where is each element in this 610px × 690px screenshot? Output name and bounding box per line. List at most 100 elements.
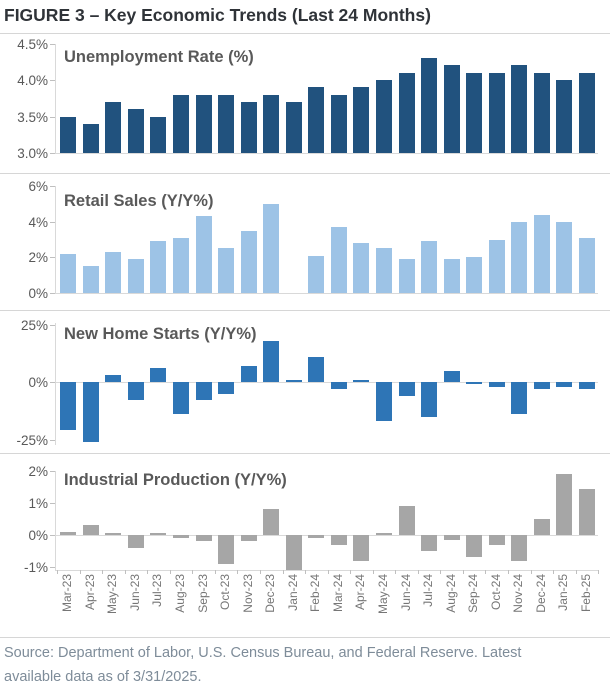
bar: [127, 259, 144, 293]
bar: [421, 382, 438, 417]
bar: [218, 535, 235, 564]
bar: [195, 94, 212, 153]
x-axis-tick: [192, 570, 194, 574]
x-axis-label: Feb-24: [308, 574, 323, 613]
x-axis-label: Oct-24: [488, 574, 503, 611]
bar: [127, 109, 144, 153]
bar: [556, 80, 573, 153]
y-axis-tick: [50, 439, 55, 441]
bar: [82, 266, 99, 293]
bar: [375, 382, 392, 422]
y-axis-tick: [50, 293, 55, 294]
x-axis-tick: [237, 570, 239, 574]
x-axis-tick: [462, 570, 464, 574]
x-axis-tick: [372, 570, 374, 574]
x-axis-tick: [327, 570, 329, 574]
bar: [443, 535, 460, 540]
bar: [173, 237, 190, 293]
x-axis-tick: [350, 570, 352, 574]
x-axis-label: Nov-23: [240, 574, 255, 613]
y-axis-tick: [50, 503, 55, 504]
x-axis-tick: [214, 570, 216, 574]
bar: [150, 533, 167, 535]
bar: [240, 101, 257, 153]
x-axis-label: Apr-23: [82, 574, 97, 611]
zero-line: [55, 293, 599, 294]
x-axis-label: Dec-23: [263, 574, 278, 613]
bar: [556, 474, 573, 535]
bar: [375, 248, 392, 293]
bar: [105, 101, 122, 153]
bar: [353, 535, 370, 561]
bar: [60, 116, 77, 153]
x-axis-label: Jan-25: [556, 574, 571, 611]
bar: [263, 509, 280, 535]
panel-unemployment-rate: 4.5% 4.0% 3.5% 3.0% Unemployment Rate (%): [0, 36, 610, 173]
bar: [240, 230, 257, 293]
bar: [511, 535, 528, 561]
bar: [218, 382, 235, 394]
panel-retail-sales-y-y: 6% 4% 2% 0% Retail Sales (Y/Y%): [0, 176, 610, 309]
x-axis-tick: [417, 570, 419, 574]
bar: [511, 382, 528, 415]
y-axis-label: 3.0%: [17, 146, 48, 161]
bar: [556, 382, 573, 387]
x-axis-label: Jul-23: [150, 574, 165, 607]
y-axis-label: 4.5%: [17, 36, 48, 52]
x-axis-tick: [508, 570, 509, 574]
bar: [511, 65, 528, 153]
y-axis-label: 4.0%: [17, 73, 48, 88]
y-axis-tick: [50, 382, 55, 383]
y-axis-label: -1%: [23, 560, 48, 575]
bar: [398, 259, 415, 293]
bar: [240, 365, 257, 382]
bar: [150, 368, 167, 382]
bar: [285, 535, 302, 571]
x-axis-label: Nov-24: [511, 574, 526, 613]
separator-line: [0, 637, 610, 638]
x-axis-tick: [79, 570, 81, 574]
bar: [60, 253, 77, 293]
x-axis-tick: [282, 570, 284, 574]
y-axis-line: [55, 323, 56, 445]
x-axis-label: May-24: [375, 574, 390, 615]
separator-line: [0, 173, 610, 174]
bar: [105, 533, 122, 535]
x-axis-label: Sep-24: [466, 574, 481, 613]
bar: [150, 116, 167, 153]
bar: [398, 72, 415, 153]
x-axis-label: Mar-23: [60, 574, 75, 613]
y-axis-tick: [50, 221, 55, 223]
separator-line: [0, 310, 610, 311]
y-axis-tick: [50, 153, 55, 154]
y-axis-label: 0%: [28, 286, 48, 301]
bar: [466, 382, 483, 385]
x-axis-tick: [440, 570, 442, 574]
y-axis-tick: [50, 43, 55, 45]
y-axis-label: 4%: [28, 214, 48, 230]
y-axis-tick: [50, 535, 55, 536]
bar: [127, 382, 144, 401]
bar: [421, 241, 438, 293]
y-axis-tick: [50, 186, 55, 188]
bar: [82, 382, 99, 442]
x-axis-tick: [575, 570, 577, 574]
bar: [511, 221, 528, 293]
bar: [330, 227, 347, 293]
bar: [60, 531, 77, 535]
x-axis-tick: [124, 570, 126, 574]
x-axis-label: Aug-24: [443, 574, 458, 613]
bar: [533, 519, 550, 535]
bar: [421, 58, 438, 153]
y-axis-label: 6%: [28, 179, 48, 195]
y-axis-label: 2%: [28, 250, 48, 266]
bar: [398, 506, 415, 535]
bar: [173, 535, 190, 539]
bar: [488, 72, 505, 153]
panel-industrial-production-y-y: 2% 1% 0% -1% Industrial Production (Y/Y%) Mar…: [0, 456, 610, 637]
bar: [443, 259, 460, 293]
x-axis-label: Aug-23: [173, 574, 188, 613]
y-axis-line: [55, 471, 56, 570]
x-axis-label: Mar-24: [330, 574, 345, 613]
separator-line: [0, 33, 610, 34]
